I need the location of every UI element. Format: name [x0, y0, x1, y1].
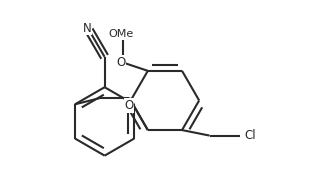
- Text: N: N: [82, 22, 91, 35]
- Text: O: O: [116, 56, 126, 69]
- Text: OMe: OMe: [108, 29, 133, 39]
- Text: Cl: Cl: [244, 129, 256, 142]
- Text: O: O: [125, 99, 134, 112]
